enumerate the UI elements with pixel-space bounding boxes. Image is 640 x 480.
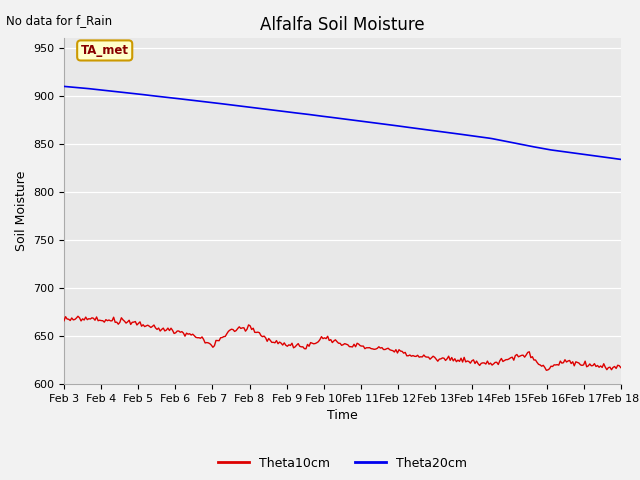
Legend: Theta10cm, Theta20cm: Theta10cm, Theta20cm [212, 452, 472, 475]
Title: Alfalfa Soil Moisture: Alfalfa Soil Moisture [260, 16, 425, 34]
Text: No data for f_Rain: No data for f_Rain [6, 14, 113, 27]
Text: TA_met: TA_met [81, 44, 129, 57]
Y-axis label: Soil Moisture: Soil Moisture [15, 171, 28, 252]
X-axis label: Time: Time [327, 409, 358, 422]
